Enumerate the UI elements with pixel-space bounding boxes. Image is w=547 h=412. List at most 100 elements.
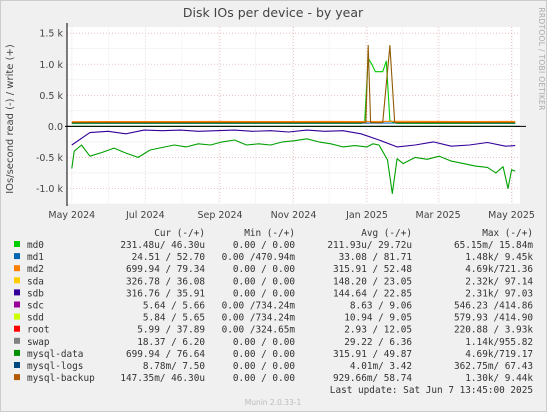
legend-swatch (14, 277, 20, 284)
legend-value-cur: 699.94 / 79.34 (126, 264, 205, 275)
y-tick-label: -1.0 k (36, 184, 64, 195)
legend-value-max: 579.93 /414.90 (454, 313, 533, 324)
y-tick-label: 1.0 k (39, 60, 63, 71)
legend-series-name: sdc (27, 301, 44, 312)
legend-value-min: 0.00 /470.94m (222, 252, 296, 263)
legend-header-cur: Cur (-/+) (154, 228, 205, 239)
legend-series-name: sdb (27, 288, 44, 299)
series-line-mysql-data-read (71, 138, 516, 194)
legend-value-min: 0.00 / 0.00 (233, 264, 295, 275)
legend-swatch (14, 313, 20, 320)
legend-value-avg: 8.63 / 9.06 (350, 301, 412, 312)
legend-series-name: mysql-data (27, 349, 83, 360)
x-tick-label: Sep 2024 (197, 210, 242, 221)
legend-value-cur: 5.64 / 5.66 (143, 301, 205, 312)
legend-value-max: 362.75m/ 67.43 (454, 361, 533, 372)
legend-header-avg: Avg (-/+) (361, 228, 412, 239)
legend-value-avg: 929.66m/ 58.74 (333, 373, 412, 384)
legend: Cur (-/+) Min (-/+) Avg (-/+) Max (-/+) md0 2… (14, 228, 533, 396)
legend-series-name: md1 (27, 252, 44, 263)
legend-value-max: 2.31k/ 97.03 (465, 288, 533, 299)
legend-series-name: swap (27, 337, 50, 348)
x-tick-label: Jan 2025 (345, 210, 388, 221)
grid (67, 27, 520, 205)
legend-swatch (14, 362, 20, 368)
side-label: RRDTOOL / TOBI OETIKER (537, 7, 546, 110)
legend-swatch (14, 349, 20, 356)
legend-value-min: 0.00 /734.24m (222, 301, 296, 312)
legend-value-min: 0.00 / 0.00 (233, 349, 295, 360)
legend-value-min: 0.00 / 0.00 (233, 337, 295, 348)
legend-value-min: 0.00 / 0.00 (233, 361, 295, 372)
legend-series-name: sdd (27, 313, 44, 324)
legend-swatch (14, 265, 20, 272)
legend-value-avg: 315.91 / 49.87 (333, 349, 412, 360)
legend-swatch (14, 253, 20, 260)
legend-swatch (14, 337, 20, 344)
legend-header-max: Max (-/+) (482, 228, 533, 239)
legend-value-cur: 231.48u/ 46.30u (120, 240, 205, 251)
series-line-sdb-read (71, 129, 516, 148)
legend-value-avg: 211.93u/ 29.72u (327, 240, 412, 251)
legend-value-max: 1.30k/ 9.44k (465, 373, 533, 384)
axes: 1.5 k 1.0 k 0.5 k 0.0 -0.5 k -1.0 k May 2024 Ju… (36, 23, 535, 221)
legend-value-cur: 18.37 / 6.20 (137, 337, 205, 348)
legend-value-cur: 5.84 / 5.65 (143, 313, 205, 324)
legend-swatch (14, 289, 20, 296)
legend-value-max: 546.23 /414.86 (454, 301, 533, 312)
legend-value-cur: 24.51 / 52.70 (132, 252, 206, 263)
legend-value-max: 2.32k/ 97.14 (465, 276, 533, 287)
x-tick-label: May 2025 (488, 210, 535, 221)
legend-swatch (14, 241, 20, 247)
legend-value-avg: 10.94 / 9.05 (344, 313, 412, 324)
legend-value-avg: 315.91 / 52.48 (333, 264, 412, 275)
y-tick-label: 1.5 k (39, 29, 63, 40)
legend-value-cur: 147.35m/ 46.30u (120, 373, 205, 384)
x-tick-label: Nov 2024 (271, 210, 317, 221)
x-tick-label: Jul 2024 (125, 210, 165, 221)
chart-title: Disk IOs per device - by year (183, 5, 364, 20)
legend-value-avg: 2.93 / 12.05 (344, 325, 412, 336)
series-line-mysql-backup-write (71, 45, 516, 124)
legend-value-avg: 148.20 / 23.05 (333, 276, 412, 287)
legend-value-cur: 316.76 / 35.91 (126, 288, 205, 299)
x-tick-label: May 2024 (48, 210, 95, 221)
legend-value-cur: 8.78m/ 7.50 (143, 361, 205, 372)
legend-value-avg: 144.64 / 22.85 (333, 288, 412, 299)
legend-value-min: 0.00 /324.65m (222, 325, 296, 336)
y-tick-label: 0.0 (48, 122, 63, 133)
legend-value-cur: 5.99 / 37.89 (137, 325, 205, 336)
legend-value-avg: 33.08 / 81.71 (339, 252, 413, 263)
legend-value-max: 1.14k/955.82 (465, 337, 533, 348)
last-update: Last update: Sat Jun 7 13:45:00 2025 (330, 385, 533, 396)
legend-value-max: 4.69k/719.17 (465, 349, 533, 360)
legend-value-max: 65.15m/ 15.84m (454, 240, 533, 251)
y-tick-label: 0.5 k (39, 91, 63, 102)
legend-series-name: md2 (27, 264, 44, 275)
legend-value-min: 0.00 /734.24m (222, 313, 296, 324)
legend-series-name: md0 (27, 240, 44, 251)
legend-value-max: 220.88 / 3.93k (454, 325, 533, 336)
legend-value-min: 0.00 / 0.00 (233, 373, 295, 384)
legend-series-name: mysql-backup (27, 373, 95, 384)
legend-value-min: 0.00 / 0.00 (233, 288, 295, 299)
legend-swatch (14, 325, 20, 332)
x-tick-label: Mar 2025 (416, 210, 461, 221)
legend-value-min: 0.00 / 0.00 (233, 276, 295, 287)
y-axis-label: IOs/second read (-) / write (+) (5, 44, 16, 194)
legend-value-avg: 29.22 / 6.36 (344, 337, 412, 348)
legend-series-name: mysql-logs (27, 361, 83, 372)
legend-header-min: Min (-/+) (244, 228, 295, 239)
legend-series-name: sda (27, 276, 44, 287)
y-tick-label: -0.5 k (36, 153, 64, 164)
legend-value-avg: 4.01m/ 3.42 (350, 361, 412, 372)
legend-value-max: 4.69k/721.36 (465, 264, 533, 275)
legend-swatch (14, 374, 20, 381)
legend-value-cur: 699.94 / 76.64 (126, 349, 205, 360)
legend-value-min: 0.00 / 0.00 (233, 240, 295, 251)
legend-swatch (14, 301, 20, 308)
legend-value-max: 1.48k/ 9.45k (465, 252, 533, 263)
footer-text: Munin 2.0.33-1 (245, 398, 302, 407)
legend-series-name: root (27, 325, 50, 336)
